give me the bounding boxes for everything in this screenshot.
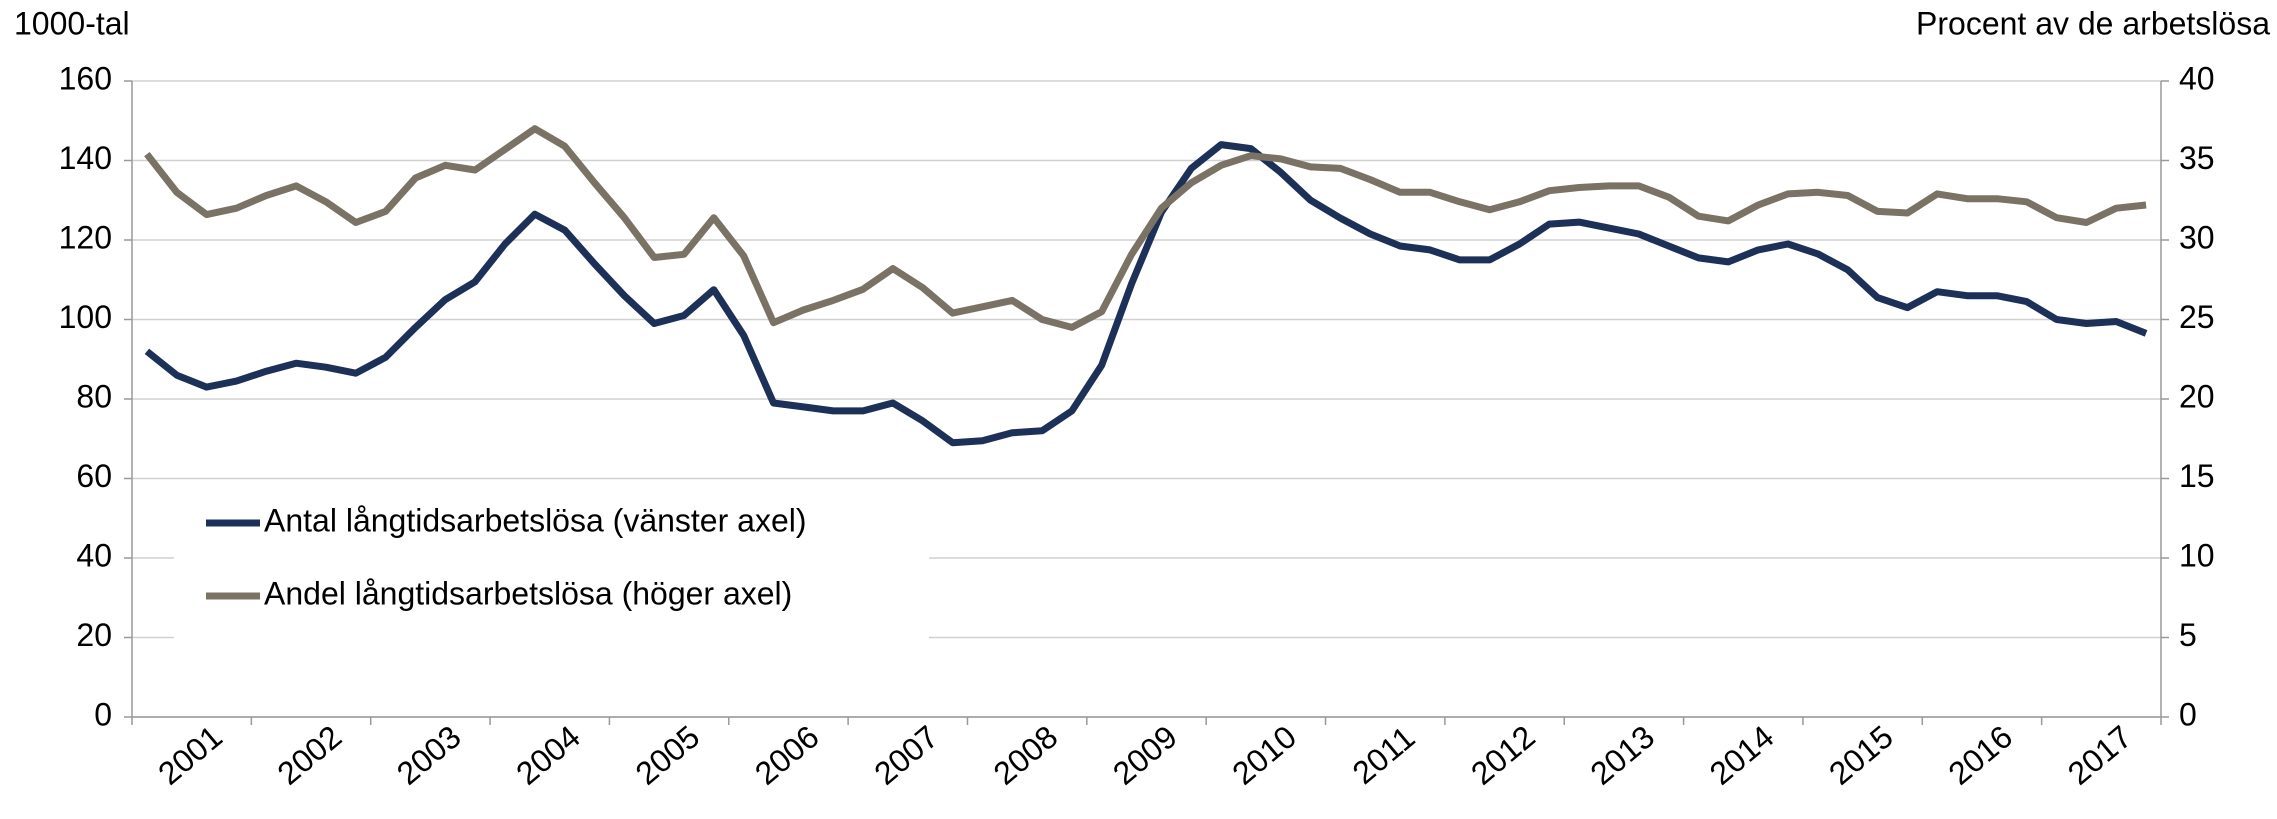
y2-tick-label: 15: [2179, 458, 2215, 494]
y-tick-label: 160: [59, 60, 112, 96]
x-tick-label: 2007: [867, 718, 945, 791]
x-tick-label: 2013: [1583, 718, 1661, 791]
y-tick-label: 40: [76, 537, 112, 573]
line-series: [144, 141, 2148, 447]
legend-box: [174, 494, 929, 639]
x-tick-label: 2015: [1822, 718, 1900, 791]
y2-tick-label: 5: [2179, 617, 2197, 653]
y2-tick-label: 0: [2179, 696, 2197, 732]
legend-label: Andel långtidsarbetslösa (höger axel): [264, 575, 792, 611]
y2-axis-label: Procent av de arbetslösa: [1916, 5, 2270, 41]
y2-tick-label: 30: [2179, 219, 2215, 255]
y2-tick-label: 10: [2179, 537, 2215, 573]
legend-label: Antal långtidsarbetslösa (vänster axel): [264, 502, 807, 538]
y2-tick-label: 25: [2179, 299, 2215, 335]
x-tick-label: 2017: [2061, 718, 2139, 791]
y-tick-label: 20: [76, 617, 112, 653]
y2-tick-label: 40: [2179, 60, 2215, 96]
y-tick-label: 0: [94, 696, 112, 732]
y-tick-label: 140: [59, 140, 112, 176]
y-tick-label: 100: [59, 299, 112, 335]
x-tick-label: 2009: [1106, 718, 1184, 791]
x-tick-label: 2003: [390, 718, 468, 791]
x-tick-label: 2016: [1941, 718, 2019, 791]
x-tick-label: 2014: [1703, 718, 1781, 791]
y2-tick-label: 35: [2179, 140, 2215, 176]
y-tick-label: 120: [59, 219, 112, 255]
y-tick-label: 80: [76, 378, 112, 414]
x-tick-label: 2012: [1464, 718, 1542, 791]
x-tick-label: 2005: [629, 718, 707, 791]
x-tick-label: 2008: [987, 718, 1065, 791]
line-series: [144, 125, 2147, 331]
x-tick-label: 2011: [1346, 719, 1422, 791]
y-tick-label: 60: [76, 458, 112, 494]
y-axis-label: 1000-tal: [14, 5, 130, 41]
y2-tick-label: 20: [2179, 378, 2215, 414]
x-tick-label: 2002: [271, 718, 349, 791]
x-tick-label: 2010: [1225, 718, 1303, 791]
x-tick-label: 2006: [748, 718, 826, 791]
x-tick-label: 2004: [509, 718, 587, 791]
x-tick-label: 2001: [151, 718, 229, 791]
